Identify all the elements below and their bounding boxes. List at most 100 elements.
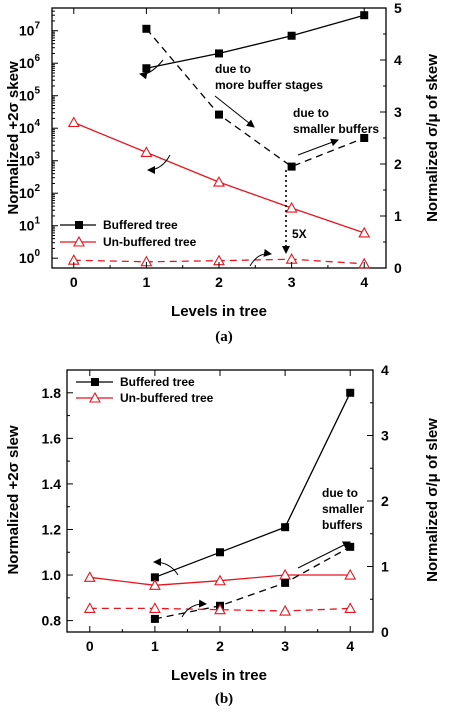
chart-a-x-tick-label: 2 bbox=[215, 274, 223, 290]
chart-a-y-left-tick-label: 105 bbox=[19, 86, 41, 104]
chart-a-y-left-tick-label: 106 bbox=[19, 53, 41, 71]
chart-a-y-right-tick-label: 5 bbox=[394, 0, 402, 16]
chart-b-y-left-label: Normalized +2σ slew bbox=[5, 425, 22, 574]
chart-b-x-axis-label: Levels in tree bbox=[171, 667, 267, 684]
chart-b-y-right-tick-label: 3 bbox=[381, 428, 389, 444]
chart-a-y-left-tick-label: 101 bbox=[19, 216, 41, 234]
chart-a-series-3-point bbox=[285, 253, 298, 264]
chart-a: 0 1 2 3 4 100 101 102 103 104 105 106 107 0 1 2 3 4 5 Leve… bbox=[5, 0, 441, 345]
chart-b-series-0-point bbox=[150, 573, 159, 582]
chart-a-series-2-point bbox=[142, 24, 151, 33]
chart-b-series-3-point bbox=[83, 602, 96, 613]
arrow-b-dashed-to-right-axis bbox=[181, 599, 207, 618]
chart-b-y-right-tick-label: 1 bbox=[381, 559, 389, 575]
chart-b-series-3-point bbox=[279, 604, 292, 616]
chart-a-series-1-point bbox=[67, 116, 80, 128]
chart-b-y-left-tick-label: 1.0 bbox=[42, 567, 62, 583]
chart-a-series-1-point bbox=[213, 175, 225, 187]
chart-b-series-3-point bbox=[214, 603, 226, 615]
arrow-buffered-to-left-axis bbox=[139, 59, 164, 80]
chart-b: 0 1 2 3 4 0.8 1.0 1.2 1.4 1.6 1.8 0 1 2 3 4 Levels in t… bbox=[5, 362, 441, 707]
chart-b-y-left-tick-label: 1.4 bbox=[42, 476, 62, 492]
chart-b-y-right-label: Normalized σ/μ of slew bbox=[424, 418, 441, 582]
legend-a-unbuffered-marker bbox=[73, 235, 85, 247]
chart-a-series-1-point bbox=[358, 226, 371, 238]
chart-b-series-3-line bbox=[89, 607, 351, 612]
chart-a-series-0-point bbox=[360, 11, 369, 20]
chart-b-series-2-point bbox=[281, 578, 290, 587]
chart-b-series-1-point bbox=[83, 571, 96, 582]
chart-b-marks bbox=[83, 388, 357, 623]
chart-b-series-1-point bbox=[344, 568, 357, 580]
chart-b-series-0-point bbox=[346, 388, 355, 397]
chart-b-y-left-tick-label: 0.8 bbox=[42, 613, 62, 629]
chart-b-y-left-tick-label: 1.6 bbox=[42, 430, 62, 446]
chart-a-series-2-point bbox=[360, 134, 369, 142]
chart-b-series-0-point bbox=[281, 523, 290, 532]
chart-a-y-left-tick-label: 107 bbox=[19, 21, 41, 39]
legend-b-buffered-marker bbox=[91, 378, 99, 386]
arrow-dashed-red-to-right-axis bbox=[249, 248, 272, 267]
chart-a-legend: Buffered tree Un-buffered tree bbox=[60, 218, 197, 249]
chart-b-annotation-smaller-buffers-2: smaller bbox=[322, 502, 364, 516]
chart-b-ticks: 0 1 2 3 4 0.8 1.0 1.2 1.4 1.6 1.8 0 1 2 3 4 bbox=[42, 362, 389, 654]
legend-a-buffered-marker bbox=[75, 221, 83, 229]
chart-a-x-tick-label: 4 bbox=[360, 274, 368, 290]
chart-a-x-axis-label: Levels in tree bbox=[171, 303, 267, 320]
chart-a-y-left-tick-label: 103 bbox=[19, 151, 41, 169]
legend-a-unbuffered-label: Un-buffered tree bbox=[103, 235, 197, 249]
chart-a-series-0-point bbox=[215, 49, 223, 58]
chart-b-x-tick-label: 2 bbox=[216, 638, 224, 654]
chart-b-plot-frame bbox=[66, 369, 374, 633]
chart-b-y-left-tick-label: 1.2 bbox=[42, 521, 62, 537]
chart-a-series-2-point bbox=[215, 110, 223, 119]
chart-b-x-tick-label: 3 bbox=[281, 638, 289, 654]
chart-b-x-tick-label: 0 bbox=[86, 638, 94, 654]
chart-a-x-tick-label: 1 bbox=[142, 274, 150, 290]
chart-b-annotation-arrows bbox=[153, 541, 351, 618]
chart-a-series-2-point bbox=[287, 162, 296, 171]
chart-a-y-left-tick-label: 104 bbox=[19, 118, 41, 136]
chart-a-series-0-point bbox=[142, 64, 151, 73]
chart-a-series-0-point bbox=[287, 31, 296, 40]
arrow-b-buffered-to-left-axis bbox=[153, 558, 179, 576]
chart-b-caption: (b) bbox=[215, 691, 233, 707]
legend-b-unbuffered-marker bbox=[89, 391, 101, 403]
chart-a-y-right-tick-label: 0 bbox=[394, 260, 402, 276]
chart-a-y-left-tick-label: 100 bbox=[19, 248, 41, 266]
chart-a-caption: (a) bbox=[215, 329, 233, 345]
legend-b-unbuffered-label: Un-buffered tree bbox=[120, 391, 214, 405]
chart-b-series-3-point bbox=[344, 602, 357, 613]
chart-b-series-1-point bbox=[148, 579, 161, 590]
chart-b-series-1-point bbox=[214, 574, 226, 586]
chart-b-series-3-point bbox=[148, 602, 161, 613]
legend-b-buffered-label: Buffered tree bbox=[120, 375, 195, 389]
chart-b-series-2-point bbox=[346, 542, 355, 551]
chart-b-series-2-point bbox=[150, 614, 159, 623]
chart-a-x-tick-label: 3 bbox=[288, 274, 296, 290]
chart-a-y-right-tick-label: 3 bbox=[394, 104, 402, 120]
chart-a-annotation-buffer-stages-1: due to bbox=[215, 62, 251, 76]
chart-a-annotation-smaller-buffers-1: due to bbox=[293, 106, 329, 120]
chart-a-y-left-tick-label: 102 bbox=[19, 183, 41, 201]
chart-a-annotation-5x: 5X bbox=[292, 227, 307, 241]
arrow-unbuffered-to-right-axis bbox=[147, 154, 171, 174]
legend-a-buffered-label: Buffered tree bbox=[103, 218, 178, 232]
arrow-b-smaller-buffers bbox=[297, 541, 351, 569]
arrow-smaller-buffers bbox=[297, 138, 339, 156]
chart-a-y-left-label: Normalized +2σ skew bbox=[5, 61, 22, 215]
chart-b-y-right-tick-label: 0 bbox=[381, 624, 389, 640]
chart-b-y-right-tick-label: 4 bbox=[381, 362, 389, 378]
chart-b-series-0-line bbox=[154, 392, 351, 578]
chart-b-series-0-point bbox=[216, 548, 224, 557]
chart-a-y-right-tick-label: 1 bbox=[394, 208, 402, 224]
chart-a-marks bbox=[67, 11, 371, 269]
arrow-buffer-stages bbox=[214, 95, 255, 128]
chart-b-y-right-tick-label: 2 bbox=[381, 493, 389, 509]
chart-b-legend: Buffered tree Un-buffered tree bbox=[76, 375, 214, 405]
chart-b-x-tick-label: 1 bbox=[151, 638, 159, 654]
chart-a-y-right-label: Normalized σ/μ of skew bbox=[424, 54, 441, 222]
chart-a-y-right-tick-label: 4 bbox=[394, 52, 402, 68]
chart-a-series-2-line bbox=[145, 28, 365, 168]
